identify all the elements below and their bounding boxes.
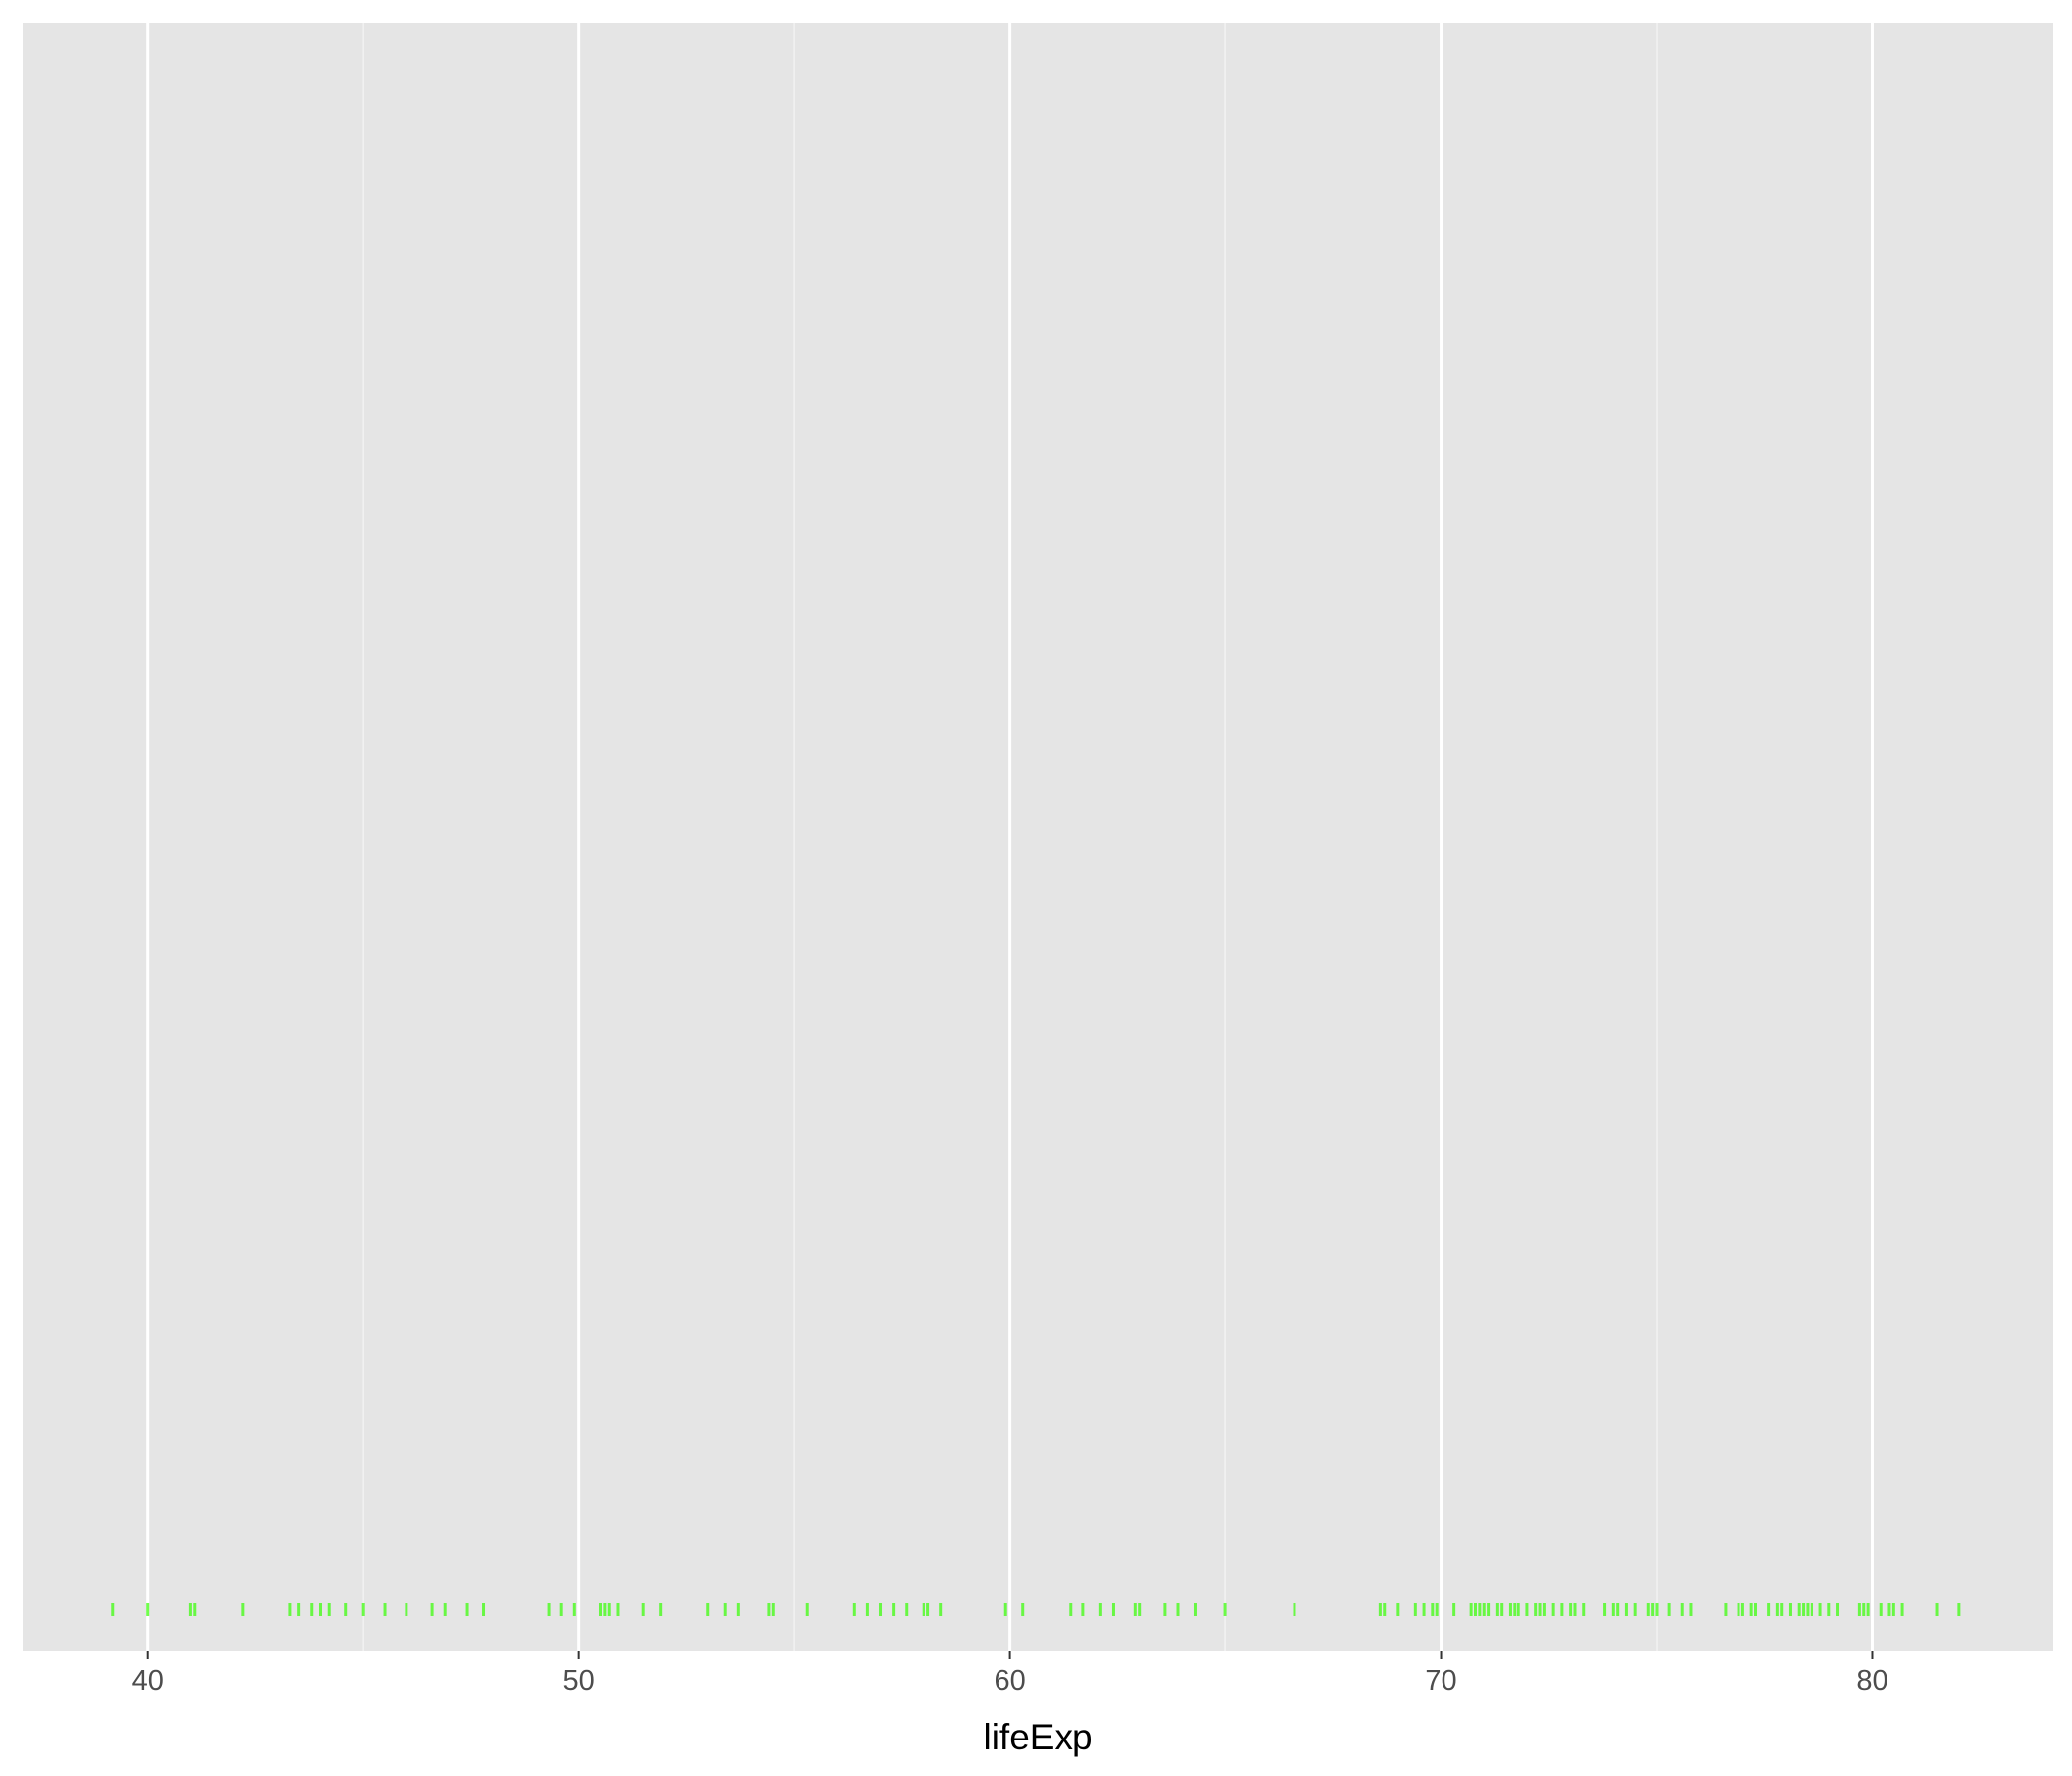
x-axis-title: lifeExp [983, 1717, 1092, 1757]
x-axis-tick-labels: 40 50 60 70 80 [132, 1665, 1888, 1697]
plot-panel-background [23, 23, 2053, 1651]
x-axis-tick-label: 40 [132, 1665, 164, 1697]
x-axis-tick-label: 80 [1856, 1665, 1887, 1697]
x-axis-ticks [146, 1651, 1874, 1659]
rug-marks [111, 1603, 1961, 1616]
x-axis-tick-label: 50 [563, 1665, 595, 1697]
minor-grid-lines [362, 23, 1658, 1651]
x-axis-tick-label: 70 [1425, 1665, 1456, 1697]
x-axis-tick-label: 60 [994, 1665, 1025, 1697]
major-grid-lines [146, 23, 1874, 1651]
